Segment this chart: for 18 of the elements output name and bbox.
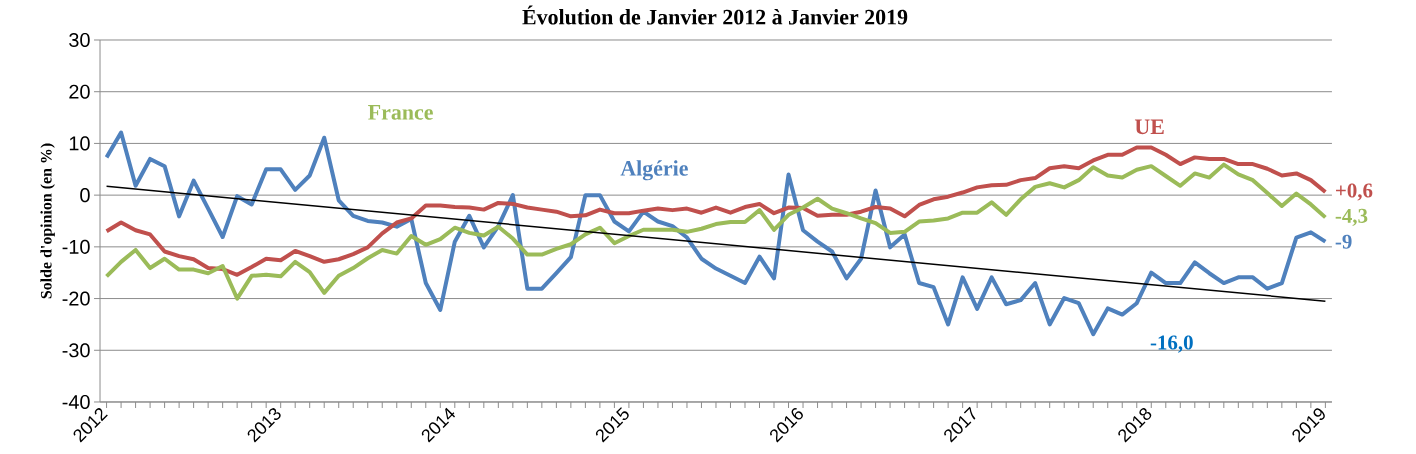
series-label: UE — [1134, 119, 1164, 135]
data-label: +0,6 — [1336, 183, 1373, 201]
y-tick-label: -20 — [62, 291, 90, 306]
y-tick-label: -40 — [62, 394, 90, 410]
data-label: -4,3 — [1335, 208, 1368, 226]
series-label: Algérie — [620, 160, 688, 181]
y-tick-label: 30 — [69, 32, 90, 48]
y-tick-label: -30 — [62, 343, 90, 358]
y-axis-title: Solde d'opinion (en %) — [40, 143, 55, 299]
text: France — [368, 105, 433, 120]
data-label: -9 — [1335, 234, 1352, 249]
y-tick-label: 0 — [80, 188, 90, 203]
y-tick-label: 20 — [69, 84, 90, 99]
chart-title: Évolution de Janvier 2012 à Janvier 2019 — [522, 5, 908, 25]
annotation: -16,0 — [1150, 335, 1193, 353]
line-series — [104, 145, 1328, 277]
y-tick-label: -10 — [62, 239, 90, 254]
y-tick-label: 10 — [69, 136, 90, 151]
